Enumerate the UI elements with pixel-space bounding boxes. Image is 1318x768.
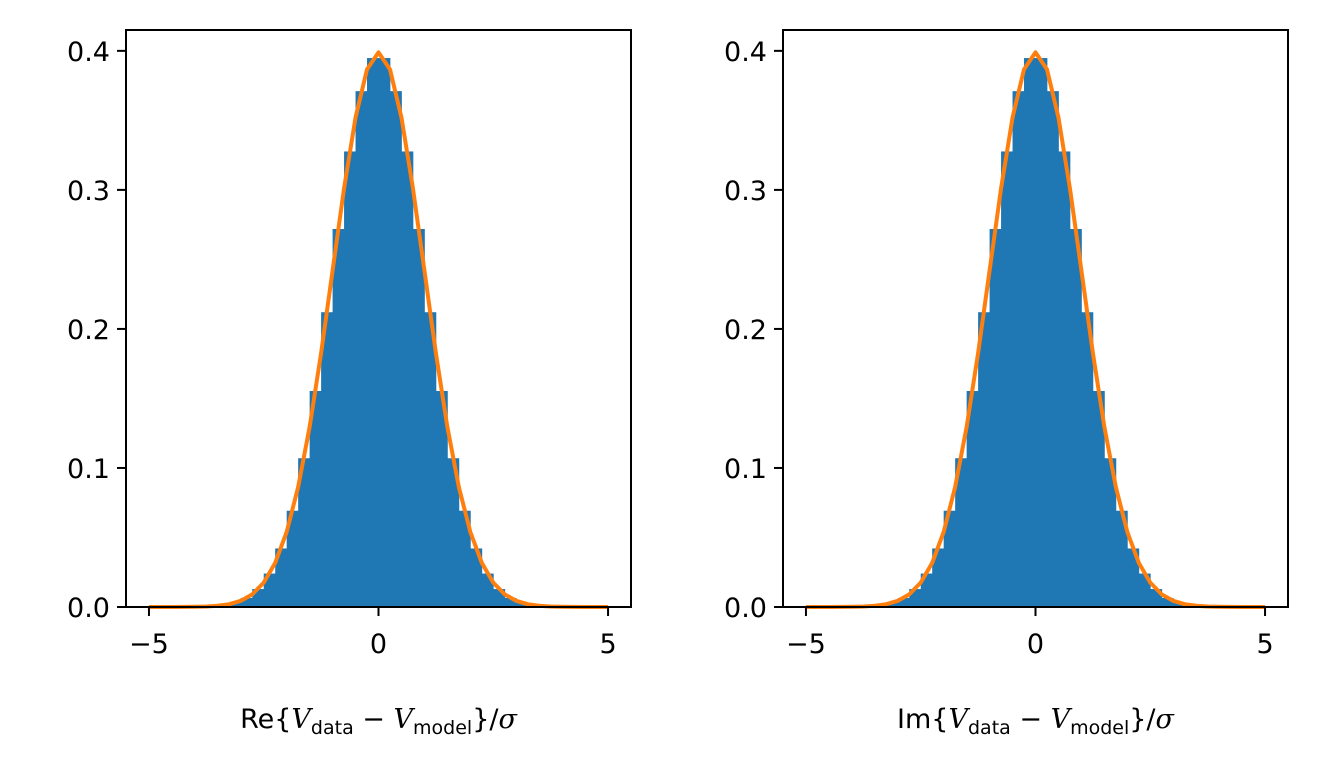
left-histogram-bar — [367, 58, 379, 608]
right-histogram-bar — [989, 228, 1002, 608]
right-histogram-bar — [1001, 151, 1013, 608]
left-histogram-bar — [321, 312, 333, 607]
right-y-tick-label: 0.2 — [724, 315, 767, 346]
left-histogram-bar — [493, 589, 506, 607]
right-histogram-bar — [1058, 151, 1071, 608]
right-histogram-bars — [805, 58, 1266, 608]
right-x-tick-label: 0 — [1027, 629, 1044, 660]
left-histogram-bar — [252, 589, 265, 607]
left-histogram-bar — [458, 510, 471, 607]
left-histogram-bar — [389, 91, 402, 608]
right-histogram-bar — [1035, 58, 1048, 608]
left-histogram-bar — [298, 458, 311, 607]
left-y-tick-label: 0.4 — [67, 37, 110, 68]
left-histogram-bar — [435, 390, 448, 607]
left-y-tick-label: 0.1 — [67, 454, 110, 485]
right-histogram-bar — [1150, 589, 1163, 607]
left-y-ticks: 0.0 0.1 0.2 0.3 0.4 — [67, 37, 126, 624]
right-histogram-bar — [1046, 91, 1059, 608]
left-histogram-bar — [424, 312, 437, 607]
left-gaussian-curve — [148, 50, 609, 609]
right-y-tick-label: 0.0 — [724, 593, 767, 624]
left-histogram-bars — [148, 58, 609, 608]
right-histogram-bar — [1161, 597, 1174, 607]
left-histogram-bar — [229, 602, 242, 607]
left-histogram-bar — [286, 510, 299, 607]
left-x-tick-label: −5 — [129, 629, 169, 660]
left-histogram-bar — [240, 597, 253, 607]
right-y-tick-label: 0.3 — [724, 176, 767, 207]
right-gaussian-curve-group — [805, 50, 1266, 609]
right-y-tick-label: 0.4 — [724, 37, 767, 68]
right-histogram-bar — [932, 548, 945, 607]
left-histogram-bar — [470, 548, 483, 607]
right-histogram-bar — [1081, 312, 1094, 607]
left-x-tick-label: 0 — [370, 629, 387, 660]
left-histogram-bar — [447, 458, 460, 607]
right-histogram-bar — [1173, 602, 1186, 607]
left-histogram-bar — [481, 573, 494, 607]
left-histogram-bar — [275, 548, 288, 607]
right-y-ticks: 0.0 0.1 0.2 0.3 0.4 — [724, 37, 783, 624]
left-y-tick-label: 0.2 — [67, 315, 110, 346]
right-histogram-bar — [978, 312, 990, 607]
right-histogram-bar — [966, 390, 979, 607]
right-histogram-bar — [1069, 228, 1082, 608]
left-histogram-panel: −5 0 5 0.0 0.1 0.2 0.3 0.4 Re{Vdata − Vmodel}/… — [67, 29, 632, 739]
right-histogram-bar — [897, 597, 910, 607]
left-histogram-bar — [332, 228, 345, 608]
right-histogram-bar — [1092, 390, 1105, 607]
right-x-tick-label: 5 — [1256, 629, 1273, 660]
right-histogram-bar — [886, 602, 899, 607]
left-y-tick-label: 0.0 — [67, 593, 110, 624]
right-gaussian-curve — [805, 50, 1266, 609]
right-x-ticks: −5 0 5 — [786, 607, 1274, 660]
right-histogram-bar — [1024, 58, 1036, 608]
right-histogram-bar — [920, 573, 933, 607]
left-histogram-bar — [401, 151, 414, 608]
left-histogram-bar — [344, 151, 356, 608]
right-y-tick-label: 0.1 — [724, 454, 767, 485]
right-histogram-bar — [955, 458, 968, 607]
left-histogram-bar — [309, 390, 322, 607]
left-histogram-bar — [516, 602, 529, 607]
left-histogram-bar — [355, 91, 368, 608]
left-y-tick-label: 0.3 — [67, 176, 110, 207]
left-gaussian-curve-group — [148, 50, 609, 609]
right-histogram-panel: −5 0 5 0.0 0.1 0.2 0.3 0.4 Im{Vdata − Vmodel}/… — [724, 29, 1289, 739]
left-histogram-bar — [378, 58, 391, 608]
left-x-ticks: −5 0 5 — [129, 607, 617, 660]
right-histogram-bar — [1127, 548, 1140, 607]
right-histogram-bar — [1115, 510, 1128, 607]
right-x-axis-label: Im{Vdata − Vmodel}/σ — [897, 704, 1176, 739]
left-x-axis-label: Re{Vdata − Vmodel}/σ — [240, 704, 518, 739]
right-x-tick-label: −5 — [786, 629, 826, 660]
right-histogram-bar — [1104, 458, 1117, 607]
right-histogram-bar — [1138, 573, 1151, 607]
right-histogram-bar — [909, 589, 922, 607]
left-histogram-bar — [504, 597, 517, 607]
left-histogram-bar — [263, 573, 276, 607]
left-x-tick-label: 5 — [599, 629, 616, 660]
right-histogram-bar — [1012, 91, 1025, 608]
left-histogram-bar — [412, 228, 425, 608]
right-histogram-bar — [943, 510, 956, 607]
